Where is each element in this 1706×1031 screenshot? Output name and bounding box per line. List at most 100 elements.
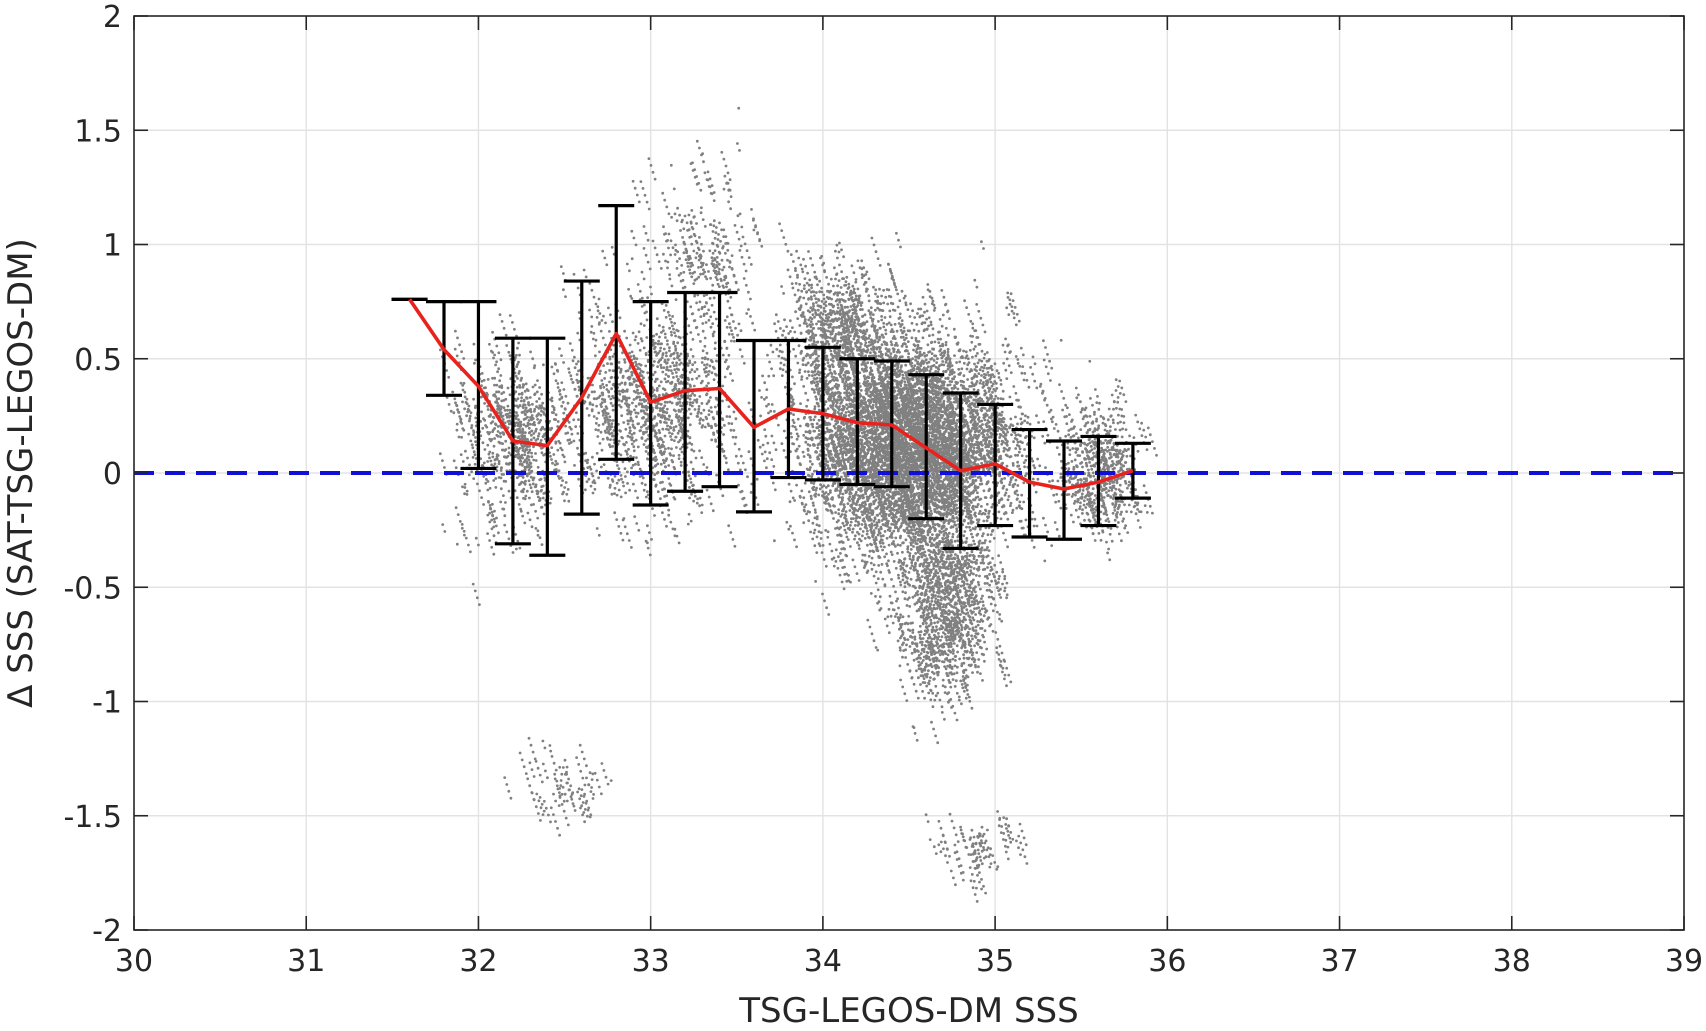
scatter-point: [979, 479, 983, 482]
scatter-point: [912, 343, 916, 346]
scatter-point: [1041, 434, 1045, 438]
scatter-point: [995, 387, 999, 390]
scatter-point: [899, 335, 903, 339]
scatter-point: [861, 513, 864, 517]
scatter-point: [860, 523, 864, 526]
scatter-point: [897, 238, 900, 242]
scatter-point: [926, 288, 930, 292]
scatter-point: [946, 347, 950, 351]
scatter-point: [868, 549, 872, 553]
scatter-point: [789, 432, 793, 435]
scatter-point: [999, 561, 1003, 564]
scatter-point: [914, 350, 918, 353]
scatter-point: [812, 504, 815, 507]
scatter-point: [1034, 490, 1038, 494]
scatter-point: [884, 517, 888, 520]
scatter-point: [698, 504, 701, 508]
scatter-point: [998, 436, 1002, 439]
scatter-point: [803, 505, 806, 509]
scatter-point: [1020, 454, 1024, 458]
scatter-point: [846, 502, 850, 505]
scatter-point: [919, 364, 923, 368]
scatter-point: [1059, 338, 1063, 342]
scatter-point: [1006, 430, 1009, 434]
scatter-point: [973, 368, 977, 371]
scatter-point: [1011, 475, 1015, 479]
scatter-point: [980, 505, 983, 508]
scatter-point: [931, 525, 935, 529]
scatter-point: [976, 352, 979, 355]
scatter-point: [777, 423, 780, 427]
scatter-point: [925, 309, 929, 313]
scatter-point: [791, 496, 795, 500]
scatter-point: [851, 527, 855, 531]
scatter-point: [1016, 358, 1020, 361]
scatter-point: [975, 303, 979, 306]
scatter-point: [879, 570, 883, 574]
scatter-point: [978, 482, 982, 486]
scatter-point: [992, 388, 996, 391]
scatter-point: [1014, 478, 1018, 482]
scatter-point: [940, 351, 944, 355]
scatter-point: [994, 394, 998, 398]
scatter-point: [807, 490, 811, 494]
scatter-point: [1054, 500, 1058, 504]
scatter-point: [887, 559, 890, 563]
scatter-point: [830, 441, 834, 445]
scatter-point: [862, 566, 866, 569]
scatter-point: [1018, 447, 1022, 451]
scatter-point: [985, 502, 989, 506]
scatter-point: [966, 357, 970, 361]
scatter-point: [826, 484, 830, 488]
scatter-point: [907, 571, 911, 574]
scatter-point: [1043, 441, 1047, 445]
scatter-point: [817, 418, 821, 422]
scatter-point: [876, 577, 880, 581]
scatter-point: [772, 465, 776, 468]
scatter-point: [834, 548, 838, 552]
scatter-point: [849, 520, 853, 524]
scatter-point: [881, 541, 885, 545]
scatter-point: [781, 368, 785, 372]
scatter-point: [813, 528, 817, 532]
scatter-point: [916, 312, 919, 315]
scatter-point: [964, 350, 968, 354]
scatter-point: [877, 520, 881, 524]
scatter-point: [806, 422, 809, 426]
scatter-point: [848, 431, 851, 435]
scatter-point: [919, 392, 923, 395]
scatter-point: [810, 462, 814, 466]
scatter-point: [900, 502, 904, 505]
scatter-point: [870, 488, 874, 492]
scatter-point: [944, 303, 947, 307]
scatter-point: [976, 495, 980, 499]
scatter-point: [884, 524, 888, 527]
scatter-point: [930, 407, 934, 410]
scatter-point: [872, 574, 876, 578]
scatter-point: [976, 361, 980, 365]
scatter-point: [811, 472, 814, 476]
scatter-point: [868, 515, 872, 519]
scatter-point: [815, 535, 819, 539]
scatter-point: [1046, 353, 1049, 356]
scatter-point: [901, 550, 904, 554]
scatter-point: [978, 381, 982, 385]
scatter-point: [986, 419, 990, 422]
scatter-point: [982, 532, 985, 535]
scatter-point: [965, 525, 968, 529]
scatter-point: [880, 318, 884, 322]
scatter-point: [965, 537, 969, 540]
scatter-point: [1020, 371, 1024, 375]
scatter-point: [782, 329, 785, 333]
scatter-point: [810, 481, 813, 485]
scatter-point: [837, 512, 841, 516]
scatter-point: [1044, 365, 1048, 369]
scatter-point: [1042, 358, 1046, 362]
scatter-point: [803, 415, 806, 419]
scatter-point: [973, 329, 977, 333]
scatter-point: [876, 533, 880, 537]
scatter-point: [700, 511, 704, 514]
scatter-point: [906, 576, 909, 580]
scatter-point: [909, 566, 912, 570]
scatter-point: [813, 544, 817, 548]
